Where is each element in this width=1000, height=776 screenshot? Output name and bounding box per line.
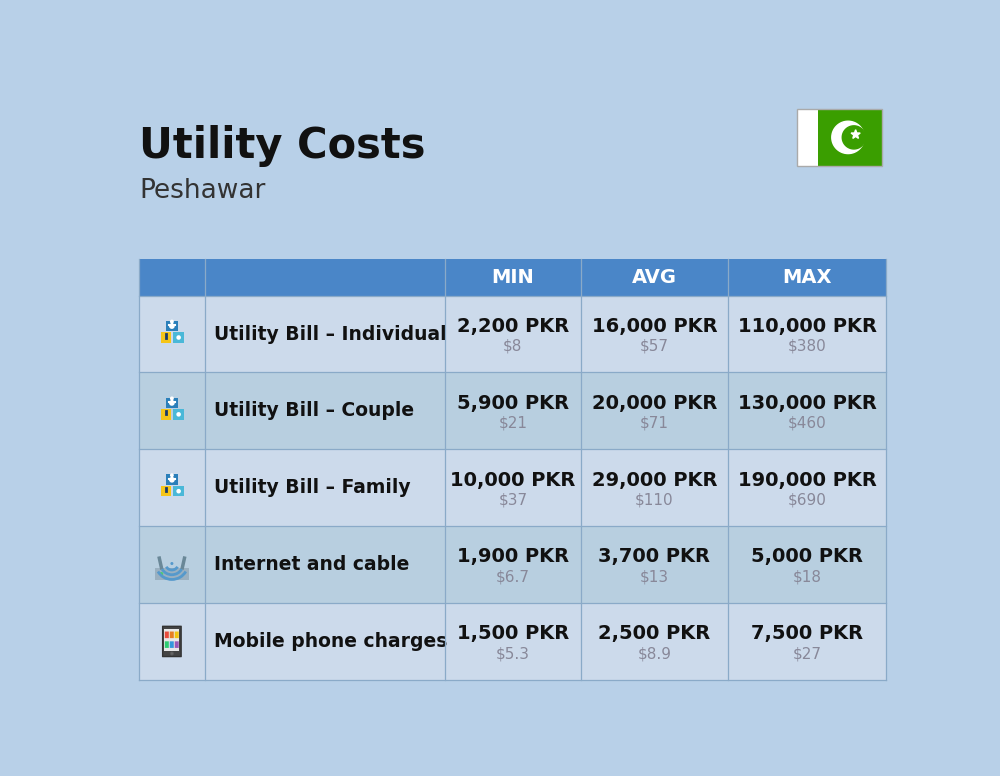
Text: 5,000 PKR: 5,000 PKR [751, 547, 863, 566]
Bar [818, 109, 882, 166]
Bar [166, 474, 178, 485]
Text: $27: $27 [792, 646, 822, 661]
Text: $6.7: $6.7 [496, 570, 530, 584]
Text: 1,900 PKR: 1,900 PKR [457, 547, 569, 566]
Text: 130,000 PKR: 130,000 PKR [738, 393, 876, 413]
Text: $8.9: $8.9 [637, 646, 671, 661]
Text: 16,000 PKR: 16,000 PKR [592, 317, 717, 336]
Text: 3,700 PKR: 3,700 PKR [598, 547, 710, 566]
Bar [173, 332, 184, 343]
Bar [166, 320, 178, 331]
Text: Internet and cable: Internet and cable [214, 555, 410, 574]
Text: 20,000 PKR: 20,000 PKR [592, 393, 717, 413]
Text: 2,200 PKR: 2,200 PKR [457, 317, 569, 336]
Text: $21: $21 [498, 416, 527, 431]
Circle shape [170, 320, 174, 324]
Text: $37: $37 [498, 493, 527, 508]
Circle shape [170, 478, 174, 482]
Circle shape [170, 562, 173, 565]
Bar [173, 486, 184, 497]
Text: 10,000 PKR: 10,000 PKR [450, 470, 576, 490]
Circle shape [170, 397, 174, 400]
Bar [139, 296, 886, 372]
Bar [797, 109, 882, 166]
Bar [797, 109, 818, 166]
Text: 1,500 PKR: 1,500 PKR [457, 624, 569, 643]
Text: Peshawar: Peshawar [139, 178, 265, 204]
Polygon shape [832, 121, 864, 154]
Text: $57: $57 [640, 339, 669, 354]
Text: Utility Bill – Couple: Utility Bill – Couple [214, 401, 414, 421]
Text: $380: $380 [788, 339, 826, 354]
Text: $8: $8 [503, 339, 523, 354]
Circle shape [176, 412, 181, 417]
Bar [139, 526, 886, 603]
Bar [161, 486, 171, 497]
Circle shape [176, 335, 181, 340]
Text: $71: $71 [640, 416, 669, 431]
FancyBboxPatch shape [163, 626, 181, 656]
Bar [139, 258, 886, 296]
Bar [139, 372, 886, 449]
Circle shape [170, 473, 174, 477]
Text: Utility Costs: Utility Costs [139, 126, 425, 168]
Text: 2,500 PKR: 2,500 PKR [598, 624, 710, 643]
Text: 110,000 PKR: 110,000 PKR [738, 317, 876, 336]
FancyBboxPatch shape [165, 632, 169, 638]
FancyBboxPatch shape [175, 632, 179, 638]
Polygon shape [842, 126, 866, 149]
Text: $110: $110 [635, 493, 674, 508]
Bar [161, 409, 171, 420]
Bar [166, 397, 178, 408]
Text: MIN: MIN [492, 268, 534, 286]
Text: 7,500 PKR: 7,500 PKR [751, 624, 863, 643]
Circle shape [170, 324, 174, 328]
Text: $18: $18 [792, 570, 822, 584]
Bar [161, 332, 171, 343]
Bar [173, 409, 184, 420]
Circle shape [170, 652, 174, 655]
FancyBboxPatch shape [175, 641, 179, 648]
Bar [139, 603, 886, 680]
Text: AVG: AVG [632, 268, 677, 286]
Bar [139, 449, 886, 526]
Circle shape [160, 572, 163, 576]
Circle shape [176, 489, 181, 494]
Bar [164, 629, 179, 651]
FancyBboxPatch shape [165, 641, 169, 648]
Text: Utility Bill – Individual: Utility Bill – Individual [214, 324, 447, 344]
Text: Mobile phone charges: Mobile phone charges [214, 632, 448, 651]
Text: 5,900 PKR: 5,900 PKR [457, 393, 569, 413]
Text: $690: $690 [788, 493, 826, 508]
Text: Utility Bill – Family: Utility Bill – Family [214, 478, 411, 497]
Text: $5.3: $5.3 [496, 646, 530, 661]
Polygon shape [851, 130, 860, 138]
Text: $13: $13 [640, 570, 669, 584]
Circle shape [170, 400, 174, 405]
Text: 29,000 PKR: 29,000 PKR [592, 470, 717, 490]
Bar [155, 568, 189, 580]
Text: $460: $460 [788, 416, 826, 431]
Text: 190,000 PKR: 190,000 PKR [738, 470, 876, 490]
Text: MAX: MAX [782, 268, 832, 286]
FancyBboxPatch shape [170, 632, 174, 638]
FancyBboxPatch shape [170, 641, 174, 648]
